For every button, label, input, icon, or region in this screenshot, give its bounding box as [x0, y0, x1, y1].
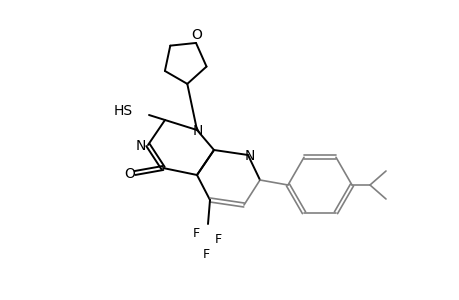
Text: N: N — [244, 149, 255, 163]
Text: F: F — [192, 227, 199, 241]
Text: O: O — [191, 28, 202, 42]
Text: N: N — [135, 139, 146, 153]
Text: N: N — [192, 124, 203, 138]
Text: O: O — [124, 167, 135, 181]
Text: HS: HS — [114, 104, 133, 118]
Text: F: F — [214, 233, 221, 247]
Text: F: F — [202, 248, 209, 260]
